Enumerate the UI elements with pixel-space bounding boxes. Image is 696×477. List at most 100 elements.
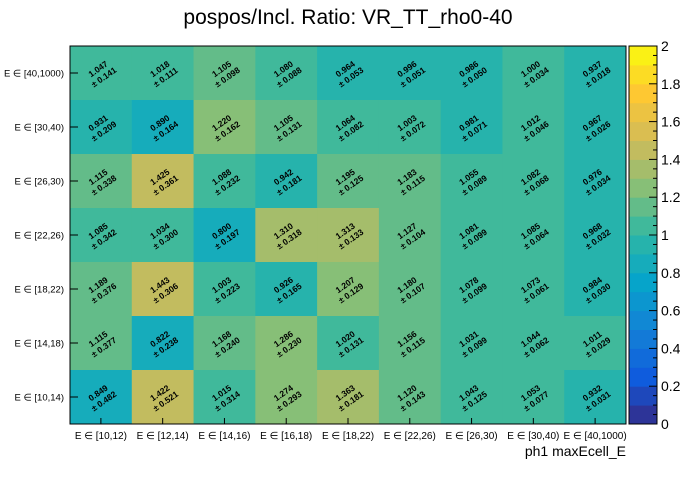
color-scale-band [629,46,657,66]
heatmap-cell [378,316,442,371]
x-tick-label: E ∈ [10,12) [75,431,127,442]
heatmap-cell [255,154,318,209]
x-axis: E ∈ [10,12) E ∈ [12,14) E ∈ [14,16) E ∈ [16… [75,418,627,442]
color-scale-band [629,348,657,368]
heatmap-cells [70,46,627,425]
heatmap-cell [378,46,442,101]
heatmap-cell [193,316,256,371]
heatmap-cell [255,46,318,101]
heatmap-cell [564,46,627,101]
color-scale-band [629,216,657,236]
heatmap-cell [440,316,503,371]
color-scale-tick-label: 0.4 [661,340,681,356]
y-tick-label: E ∈ [10,14) [15,393,64,404]
heatmap-cell [255,370,318,425]
color-scale-band [629,291,657,312]
heatmap-cell [502,262,565,317]
color-scale-tick-label: 0.6 [661,303,681,319]
color-scale-band [629,235,657,255]
heatmap-cell [131,46,195,101]
heatmap-cell [440,46,503,101]
heatmap-cell [564,208,627,263]
heatmap-cell [255,100,318,155]
heatmap-cell [378,370,442,425]
heatmap-cell [131,100,195,155]
y-tick-label: E ∈ [18,22) [15,285,64,296]
color-scale-tick-label: 1.2 [661,189,681,205]
heatmap-cell [193,154,256,209]
heatmap-cell [70,208,133,263]
color-scale-band [629,121,657,141]
heatmap-cell [440,100,503,155]
color-scale-band [629,367,657,387]
heatmap-cell [502,208,565,263]
color-scale-band [629,178,657,198]
chart-title: pospos/Incl. Ratio: VR_TT_rho0-40 [183,6,512,29]
heatmap-cell [378,100,442,155]
color-scale-band [629,102,657,123]
heatmap-cell [317,46,380,101]
heatmap-cell [317,100,380,155]
heatmap-cell [317,316,380,371]
heatmap-cell [131,316,195,371]
heatmap-cell [564,370,627,425]
heatmap-cell [193,46,256,101]
cell-label: 0.937± 0.018 [581,59,613,90]
heatmap-cell [317,154,380,209]
y-tick-label: E ∈ [40,1000) [4,69,64,80]
x-tick-label: E ∈ [14,16) [198,431,250,442]
heatmap-cell [502,316,565,371]
color-scale-band [629,253,657,274]
color-scale-band [629,272,657,293]
color-scale-tick-label: 1.4 [661,151,681,167]
y-tick-label: E ∈ [22,26) [15,231,64,242]
heatmap-cell [502,154,565,209]
heatmap-cell [317,370,380,425]
heatmap-cell [255,208,318,263]
x-tick-label: E ∈ [12,14) [137,431,189,442]
y-tick-label: E ∈ [30,40) [15,123,64,134]
heatmap-cell [131,262,195,317]
heatmap-cell [440,208,503,263]
heatmap-cell [317,262,380,317]
x-tick-label: E ∈ [30,40) [507,431,559,442]
heatmap-cell [378,208,442,263]
heatmap-cell [564,262,627,317]
heatmap-cell [131,154,195,209]
color-scale-band [629,386,657,406]
y-axis: E ∈ [40,1000) E ∈ [30,40) E ∈ [26,30) E ∈ [… [4,69,78,404]
color-scale-band [629,159,657,179]
heatmap-cell [378,154,442,209]
heatmap-cell [502,370,565,425]
color-scale-band [629,197,657,217]
heatmap-cell [255,316,318,371]
heatmap-cell [193,262,256,317]
y-tick-label: E ∈ [14,18) [15,339,64,350]
x-axis-title: ph1 maxEcell_E [525,443,626,459]
color-scale-band [629,405,657,425]
heatmap-cell [70,46,133,101]
x-tick-label: E ∈ [40,1000) [564,431,627,442]
heatmap-cell [502,46,565,101]
color-scale-tick-label: 1.8 [661,76,681,92]
y-tick-label: E ∈ [26,30) [15,177,64,188]
heatmap-cell [317,208,380,263]
x-tick-label: E ∈ [26,30) [446,431,498,442]
heatmap-cell [440,370,503,425]
x-tick-label: E ∈ [18,22) [322,431,374,442]
color-scale: 0 0.2 0.4 0.6 0.8 1 1.2 1.4 1.6 1.8 2 [628,38,681,432]
color-scale-tick-label: 1.6 [661,114,681,130]
heatmap-cell [564,100,627,155]
heatmap-cell [440,154,503,209]
color-scale-band [629,64,657,85]
heatmap-cell [255,262,318,317]
color-scale-tick-label: 0.8 [661,265,681,281]
heatmap-cell [193,370,256,425]
color-scale-tick-label: 2 [661,38,669,54]
heatmap-cell [502,100,565,155]
heatmap-cell [131,370,195,425]
heatmap-cell [378,262,442,317]
color-scale-band [629,329,657,349]
color-scale-tick-label: 0.2 [661,378,681,394]
color-scale-band [629,140,657,160]
